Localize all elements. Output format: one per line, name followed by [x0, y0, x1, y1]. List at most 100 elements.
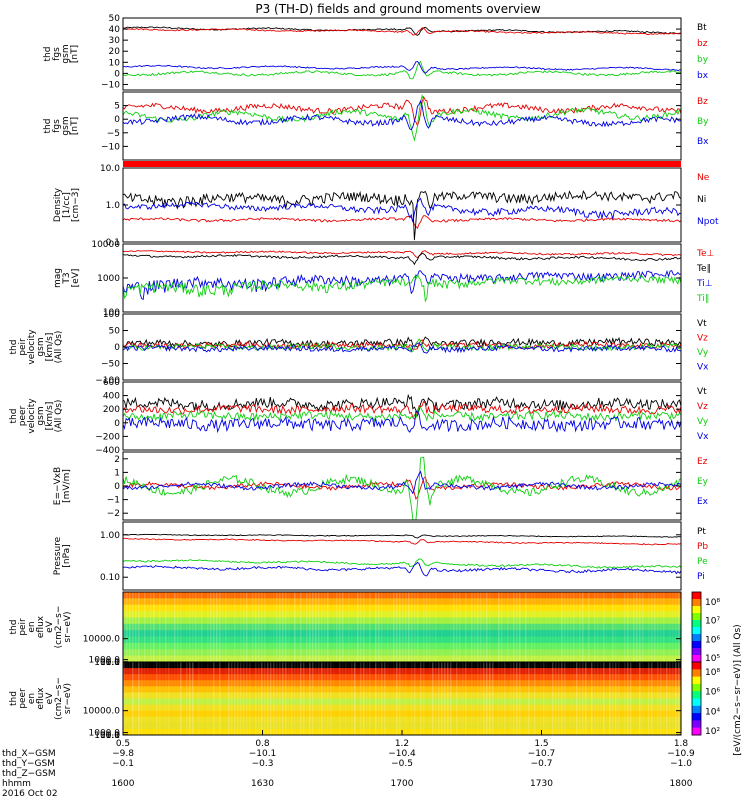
y-axis-label: [mV/m]: [62, 469, 72, 503]
spectrogram-texture: [627, 592, 629, 662]
spectrogram-texture: [357, 662, 359, 735]
colorbar-tick-label: 10⁶: [705, 688, 720, 698]
spectrogram-texture: [390, 662, 392, 735]
spectrogram-texture: [567, 662, 569, 735]
spectrogram-texture: [354, 662, 356, 735]
spectrogram-texture: [402, 592, 404, 662]
spectrogram-texture: [210, 592, 212, 662]
spectrogram-texture: [153, 592, 155, 662]
y-axis-label: peir: [18, 618, 28, 636]
spectrogram-texture: [489, 662, 491, 735]
spectrogram-texture: [318, 592, 320, 662]
spectrogram-texture: [288, 592, 290, 662]
spectrogram-texture: [321, 662, 323, 735]
y-tick-label: 2: [114, 455, 120, 465]
spectrogram-texture: [516, 662, 518, 735]
spectrogram-texture: [573, 662, 575, 735]
spectrogram-texture: [411, 662, 413, 735]
colorbar-segment: [692, 592, 701, 600]
series-line-bz: [122, 27, 682, 36]
y-tick-label: 100: [103, 310, 120, 320]
spectrogram-texture: [567, 592, 569, 662]
series-line-Pe: [122, 558, 682, 570]
spectrogram-texture: [447, 592, 449, 662]
x-tick-label: −0.7: [531, 759, 553, 769]
y-tick-label: 200: [103, 405, 120, 415]
spectrogram-texture: [183, 662, 185, 735]
y-tick-label: 600: [103, 378, 120, 388]
spectrogram-texture: [300, 662, 302, 735]
spectrogram-texture: [657, 592, 659, 662]
spectrogram-texture: [612, 662, 614, 735]
spectrogram-texture: [423, 662, 425, 735]
x-tick-label: −10.4: [388, 749, 416, 759]
spectrogram-texture: [513, 592, 515, 662]
panel-5: [122, 313, 682, 381]
spectrogram-texture: [444, 592, 446, 662]
colorbar-tick-label: 10⁷: [705, 617, 720, 627]
series-line-Ez: [122, 476, 682, 500]
legend-label-Te⊥: Te⊥: [696, 249, 715, 259]
spectrogram-texture: [537, 662, 539, 735]
spectrogram-texture: [672, 662, 674, 735]
spectrogram-texture: [600, 662, 602, 735]
legend-label-Bt: Bt: [697, 23, 707, 33]
spectrogram-band: [123, 598, 681, 606]
spectrogram-texture: [150, 662, 152, 735]
spectrogram-band: [123, 617, 681, 625]
legend-label-Ey: Ey: [697, 477, 709, 487]
y-axis-label: (cm2−s−: [54, 606, 64, 649]
spectrogram-texture: [279, 592, 281, 662]
spectrogram-texture: [495, 592, 497, 662]
spectrogram-texture: [417, 592, 419, 662]
spectrogram-texture: [660, 592, 662, 662]
x-row-label: thd_X−GSM: [2, 749, 56, 759]
spectrogram-texture: [591, 592, 593, 662]
y-axis-label: [km/s]: [45, 402, 55, 431]
spectrogram-texture: [192, 662, 194, 735]
spectrogram-texture: [291, 592, 293, 662]
spectrogram-texture: [243, 662, 245, 735]
spectrogram-texture: [582, 592, 584, 662]
spectrogram-texture: [558, 592, 560, 662]
spectrogram-band: [123, 710, 681, 718]
spectrogram-texture: [471, 592, 473, 662]
y-tick-label: 0.1: [106, 731, 120, 741]
spectrogram-texture: [618, 662, 620, 735]
spectrogram-texture: [666, 662, 668, 735]
spectrogram-texture: [345, 662, 347, 735]
spectrogram-texture: [240, 662, 242, 735]
spectrogram-texture: [579, 662, 581, 735]
colorbar-segment: [692, 705, 701, 714]
y-tick-label: −5: [107, 129, 120, 139]
panel-10: [122, 661, 702, 736]
spectrogram-texture: [450, 592, 452, 662]
spectrogram-texture: [384, 592, 386, 662]
legend-label-Ex: Ex: [697, 497, 709, 507]
legend-label-Ti⊥: Ti⊥: [696, 279, 713, 289]
spectrogram-texture: [213, 662, 215, 735]
spectrogram-texture: [228, 592, 230, 662]
spectrogram-texture: [378, 662, 380, 735]
spectrogram-texture: [216, 592, 218, 662]
y-tick-label: 10.0: [100, 164, 120, 174]
y-tick-label: 0: [114, 482, 120, 492]
y-tick-label: 100.0: [94, 731, 120, 741]
spectrogram-texture: [675, 592, 677, 662]
legend-label-Vz: Vz: [697, 402, 708, 412]
spectrogram-band: [123, 722, 681, 730]
spectrogram-texture: [474, 592, 476, 662]
spectrogram-texture: [612, 592, 614, 662]
y-tick-label: 1.0: [106, 658, 121, 668]
y-tick-label: −200: [95, 432, 120, 442]
spectrogram-texture: [579, 592, 581, 662]
spectrogram-texture: [525, 662, 527, 735]
y-tick-label: 5: [114, 102, 120, 112]
spectrogram-texture: [168, 662, 170, 735]
spectrogram-texture: [495, 662, 497, 735]
colorbar-tick-label: 10⁵: [705, 654, 720, 664]
spectrogram-texture: [213, 592, 215, 662]
x-tick-label-top: 0.8: [255, 739, 270, 749]
x-tick-label: −10.7: [528, 749, 556, 759]
spectrogram-texture: [162, 662, 164, 735]
